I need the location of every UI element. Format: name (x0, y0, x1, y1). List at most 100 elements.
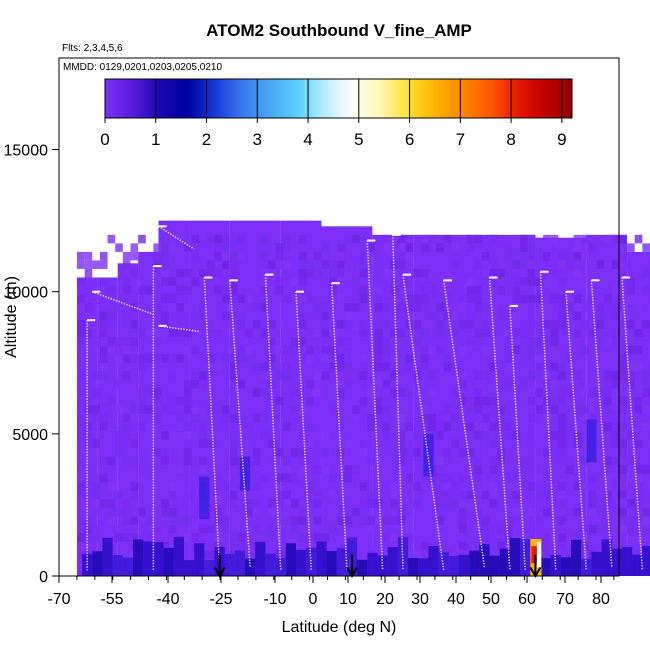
heatmap-cell (229, 422, 238, 432)
heatmap-cell (591, 551, 602, 576)
heatmap-cell (237, 448, 246, 457)
heatmap-cell (611, 286, 620, 295)
heatmap-cell (443, 473, 452, 483)
heatmap-cell (550, 362, 559, 372)
heatmap-cell (489, 422, 498, 432)
heatmap-cell (267, 448, 276, 457)
heatmap-cell (99, 260, 108, 269)
heatmap-cell (77, 388, 85, 397)
heatmap-cell (359, 328, 368, 338)
heatmap-cell (283, 371, 291, 380)
heatmap-cell (512, 260, 521, 269)
heatmap-cell (367, 303, 375, 312)
colorbar-tick-label: 4 (303, 130, 312, 149)
heatmap-cell (627, 379, 635, 389)
heatmap-cell (252, 448, 261, 457)
heatmap-cell (611, 405, 620, 414)
heatmap-cell (191, 516, 200, 525)
heatmap-cell (604, 422, 612, 432)
heatmap-cell (367, 422, 375, 432)
heatmap-cell (107, 311, 116, 321)
heatmap-cell (382, 303, 391, 312)
heatmap-cell (458, 541, 467, 551)
heatmap-cell (573, 431, 582, 440)
heatmap-cell (115, 354, 123, 363)
heatmap-cell (206, 354, 215, 363)
heatmap-cell (130, 311, 139, 321)
heatmap-cell (558, 422, 566, 432)
heatmap-cell (92, 396, 100, 406)
heatmap-cell (397, 234, 406, 244)
heatmap-cell (313, 234, 322, 244)
heatmap-cell (336, 294, 345, 304)
heatmap-cell (306, 422, 314, 432)
heatmap-cell (260, 234, 268, 244)
heatmap-cell (352, 396, 360, 406)
heatmap-cell (92, 473, 100, 483)
heatmap-cell (168, 405, 177, 414)
heatmap-cell (206, 439, 215, 449)
heatmap-cell (344, 473, 353, 483)
heatmap-cell (497, 311, 505, 321)
heatmap-cell (321, 311, 330, 321)
heatmap-cell (405, 533, 414, 542)
heatmap-cell (298, 431, 307, 440)
heatmap-cell (306, 396, 314, 406)
heatmap-cell (352, 277, 360, 287)
heatmap-cell (161, 456, 169, 466)
heatmap-cell (161, 405, 169, 414)
heatmap-cell (359, 448, 368, 457)
heatmap-cell (627, 320, 635, 329)
heatmap-cell (183, 268, 192, 278)
heatmap-cell (77, 473, 85, 483)
heatmap-cell (420, 243, 429, 252)
heatmap-cell (573, 311, 582, 321)
heatmap-cell (222, 243, 230, 252)
heatmap-cell (458, 499, 467, 508)
heatmap-cell (604, 473, 612, 483)
heatmap-cell (344, 311, 353, 321)
heatmap-cell (352, 234, 360, 244)
heatmap-cell (344, 337, 353, 346)
heatmap-cell (619, 405, 628, 414)
heatmap-cell (306, 379, 314, 389)
heatmap-cell (153, 243, 162, 252)
heatmap-cell (436, 541, 444, 551)
heatmap-cell (143, 541, 154, 576)
heatmap-cell (260, 371, 268, 380)
heatmap-cell (397, 388, 406, 397)
heatmap-cell (260, 286, 268, 295)
heatmap-cell (634, 396, 643, 406)
heatmap-cell (474, 371, 482, 380)
heatmap-cell (512, 277, 521, 287)
heatmap-cell (466, 422, 475, 432)
heatmap-cell (374, 294, 383, 304)
heatmap-cell (474, 260, 482, 269)
heatmap-cell (535, 354, 544, 363)
heatmap-cell (306, 448, 314, 457)
heatmap-cell (352, 405, 360, 414)
heatmap-cell (397, 328, 406, 338)
heatmap-cell (558, 362, 566, 372)
heatmap-cell (313, 465, 322, 474)
heatmap-cell (183, 448, 192, 457)
heatmap-cell (627, 286, 635, 295)
heatmap-cell (489, 268, 498, 278)
heatmap-cell (245, 524, 253, 534)
heatmap-cell (321, 328, 330, 338)
heatmap-cell (443, 422, 452, 432)
heatmap-cell (206, 550, 215, 559)
heatmap-cell (199, 422, 207, 432)
heatmap-cell (405, 473, 414, 483)
heatmap-cell (130, 405, 139, 414)
heatmap-cell (298, 354, 307, 363)
heatmap-cell (642, 524, 650, 534)
heatmap-cell (275, 286, 284, 295)
heatmap-cell (183, 456, 192, 466)
heatmap-cell (520, 243, 528, 252)
heatmap-cell (565, 533, 574, 542)
heatmap-cell (237, 379, 246, 389)
heatmap-cell (550, 396, 559, 406)
heatmap-cell (504, 422, 513, 432)
heatmap-cell (229, 533, 238, 542)
